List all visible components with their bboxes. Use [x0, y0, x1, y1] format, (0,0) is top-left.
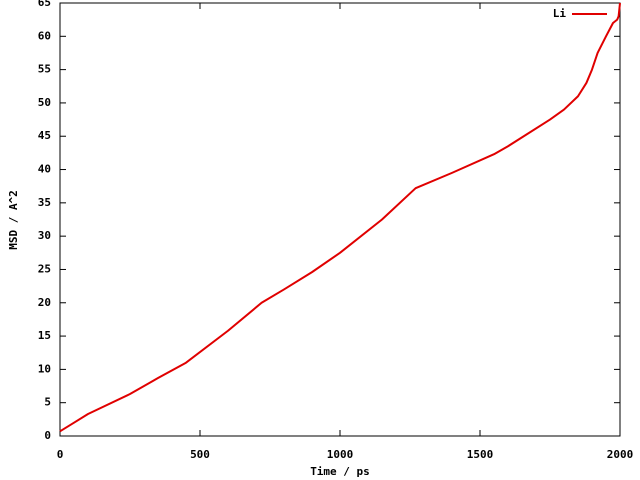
y-tick-label: 65 [38, 0, 51, 9]
x-tick-label: 1000 [327, 448, 354, 461]
legend-label: Li [553, 7, 567, 20]
x-axis-label: Time / ps [310, 465, 370, 478]
y-tick-label: 0 [44, 429, 51, 442]
plot-border [59, 2, 621, 437]
y-tick-label: 10 [38, 362, 51, 375]
y-axis-label: MSD / A^2 [7, 190, 20, 250]
y-tick-label: 20 [38, 296, 51, 309]
x-tick-label: 1500 [467, 448, 494, 461]
x-tick-label: 2000 [607, 448, 634, 461]
x-tick-label: 0 [57, 448, 64, 461]
y-tick-label: 15 [38, 329, 51, 342]
x-tick-label: 500 [190, 448, 210, 461]
y-tick-label: 45 [38, 129, 51, 142]
y-tick-label: 35 [38, 196, 51, 209]
y-tick-label: 55 [38, 63, 51, 76]
y-tick-label: 50 [38, 96, 51, 109]
y-tick-label: 25 [38, 262, 51, 275]
y-tick-label: 60 [38, 29, 51, 42]
data-line [59, 2, 621, 433]
y-tick-label: 30 [38, 229, 51, 242]
y-tick-label: 5 [44, 396, 51, 409]
y-tick-label: 40 [38, 163, 51, 176]
